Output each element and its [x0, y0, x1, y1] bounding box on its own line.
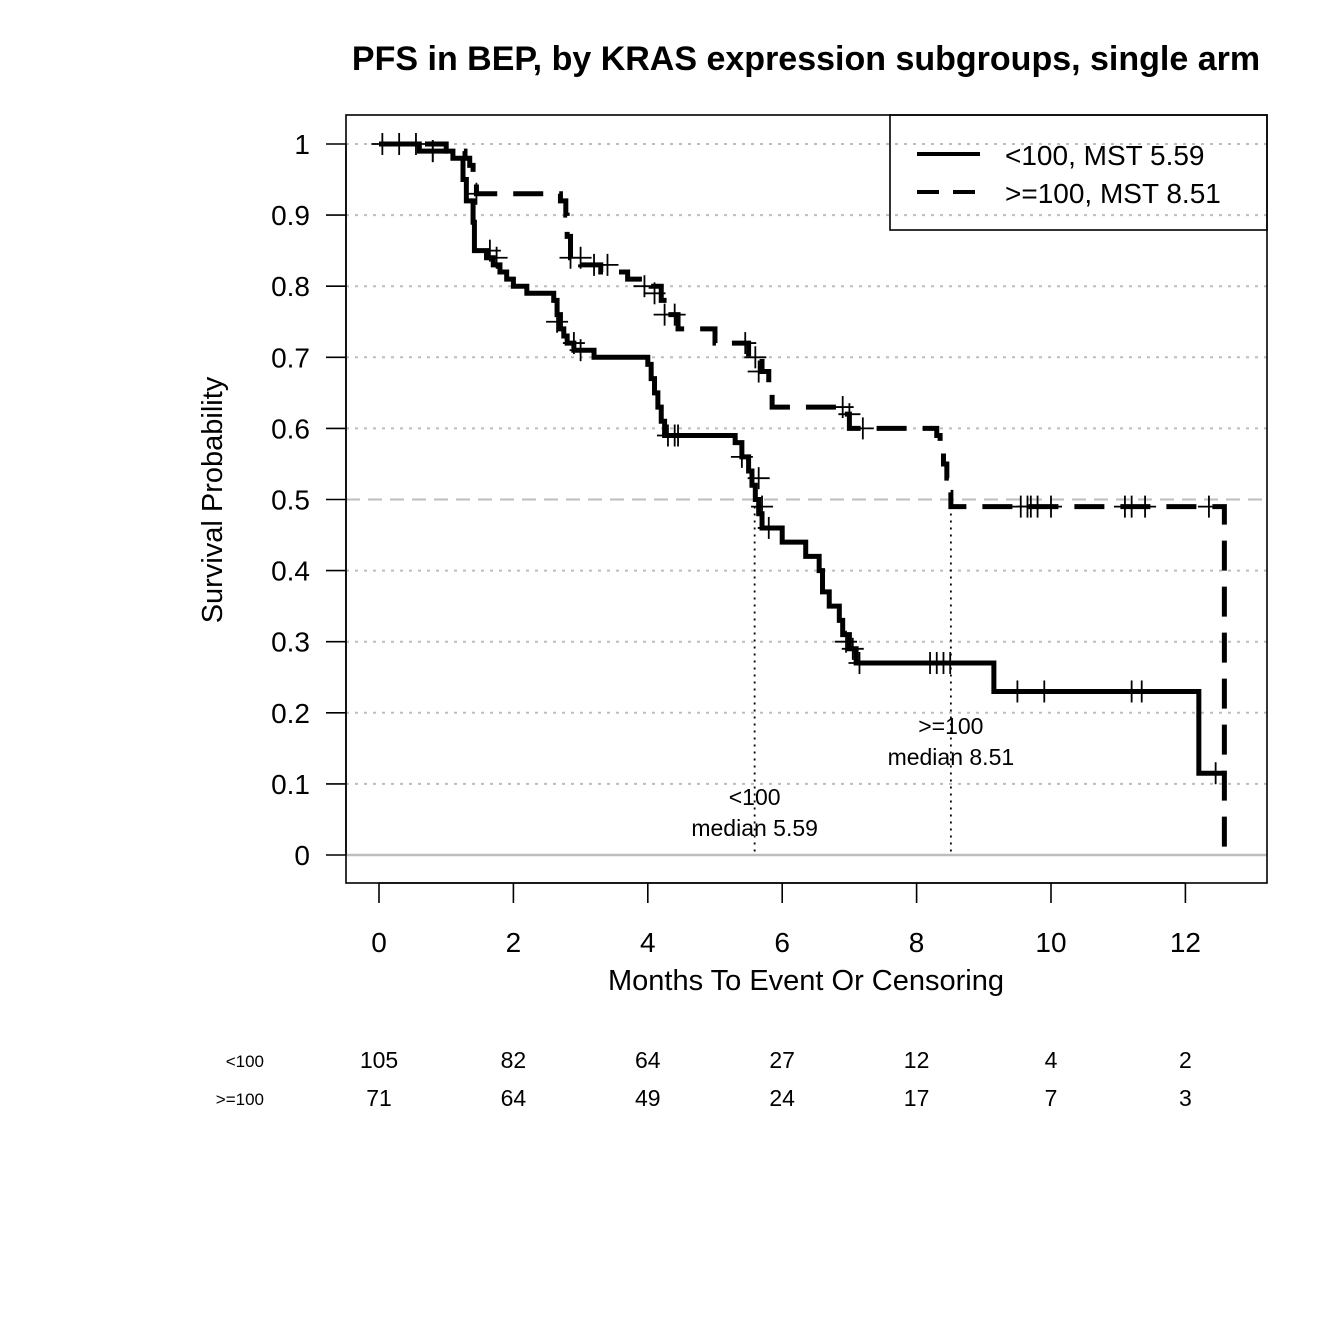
y-tick-label: 0.4 [271, 556, 310, 587]
risk-count: 105 [360, 1047, 398, 1073]
y-tick-label: 0.5 [271, 485, 310, 516]
risk-count: 49 [635, 1085, 661, 1111]
censor-mark-high [421, 140, 444, 163]
censor-mark-low [848, 652, 871, 675]
risk-row-label: >=100 [216, 1090, 264, 1109]
censor-mark-high [569, 246, 592, 269]
y-tick-label: 0.9 [271, 200, 310, 231]
y-tick-label: 1 [294, 129, 310, 160]
censor-mark-low [939, 652, 962, 675]
median-label-value: median 5.59 [691, 815, 818, 841]
legend-label-low: <100, MST 5.59 [1005, 140, 1205, 171]
risk-count: 3 [1179, 1085, 1192, 1111]
legend-box [889, 114, 1268, 231]
censor-mark-high [663, 303, 686, 326]
y-tick-label: 0.8 [271, 271, 310, 302]
median-label-group: >=100 [918, 713, 983, 739]
median-label-group: <100 [729, 784, 781, 810]
censor-mark-low [1204, 762, 1227, 785]
censor-mark-low [1006, 680, 1029, 703]
x-tick-label: 6 [774, 927, 790, 958]
x-tick-label: 8 [909, 927, 925, 958]
censor-mark-high [1197, 495, 1220, 518]
censor-mark-low [841, 637, 864, 660]
x-tick-label: 10 [1035, 927, 1066, 958]
chart-title: PFS in BEP, by KRAS expression subgroups… [352, 40, 1260, 78]
gridlines [346, 143, 1267, 857]
y-tick-label: 0.7 [271, 342, 310, 373]
censor-mark-high [838, 403, 861, 426]
censor-mark-low [730, 445, 753, 468]
censor-mark-high [747, 360, 770, 383]
y-axis: 0 0.1 0.2 0.3 0.4 0.5 0.6 0.7 0.8 0.9 1 [271, 129, 347, 871]
risk-count: 71 [366, 1085, 392, 1111]
censor-mark-high [734, 332, 757, 355]
legend-label-high: >=100, MST 8.51 [1005, 178, 1221, 209]
risk-count: 2 [1179, 1047, 1192, 1073]
censor-mark-low [747, 467, 770, 490]
y-tick-label: 0.3 [271, 627, 310, 658]
censor-mark-low [546, 310, 569, 333]
risk-count: 7 [1045, 1085, 1058, 1111]
x-axis: 0 2 4 6 8 10 12 [371, 882, 1201, 958]
y-tick-label: 0.6 [271, 413, 310, 444]
x-tick-label: 4 [640, 927, 656, 958]
risk-count: 64 [635, 1047, 661, 1073]
censor-mark-high [465, 182, 488, 205]
censor-mark-low [1130, 680, 1153, 703]
censor-mark-high [851, 417, 874, 440]
censor-mark-high [1040, 495, 1062, 518]
risk-count: 27 [769, 1047, 795, 1073]
median-annotations: <100 median 5.59 >=100 median 8.51 [691, 499, 1015, 855]
legend: <100, MST 5.59 >=100, MST 8.51 [889, 114, 1268, 231]
x-axis-title: Months To Event Or Censoring [608, 965, 1004, 997]
y-tick-label: 0 [294, 840, 310, 871]
risk-count: 17 [904, 1085, 930, 1111]
x-tick-label: 12 [1170, 927, 1201, 958]
censor-mark-high [643, 282, 666, 305]
censor-mark-low [667, 424, 690, 447]
censor-mark-high [596, 253, 619, 276]
risk-count: 24 [769, 1085, 795, 1111]
x-tick-label: 2 [506, 927, 522, 958]
risk-count: 82 [501, 1047, 527, 1073]
median-label-value: median 8.51 [888, 744, 1015, 770]
censor-marks [371, 133, 1227, 785]
y-tick-label: 0.2 [271, 698, 310, 729]
risk-count: 4 [1045, 1047, 1058, 1073]
censor-mark-low [757, 516, 780, 539]
risk-row-label: <100 [226, 1052, 264, 1071]
risk-table: <100 105 82 64 27 12 4 2 >=100 71 64 49 24 17 7 3 [216, 1047, 1192, 1111]
risk-count: 12 [904, 1047, 930, 1073]
censor-mark-low [569, 339, 592, 362]
y-axis-title: Survival Probability [197, 376, 229, 623]
y-tick-label: 0.1 [271, 769, 310, 800]
censor-mark-low [404, 133, 427, 155]
x-tick-label: 0 [371, 927, 387, 958]
risk-count: 64 [501, 1085, 527, 1111]
survival-curve-low [379, 141, 1223, 776]
censor-mark-high [1134, 495, 1157, 518]
censor-mark-low [1033, 680, 1056, 703]
censor-mark-low [485, 246, 508, 269]
censor-mark-high [744, 346, 767, 369]
